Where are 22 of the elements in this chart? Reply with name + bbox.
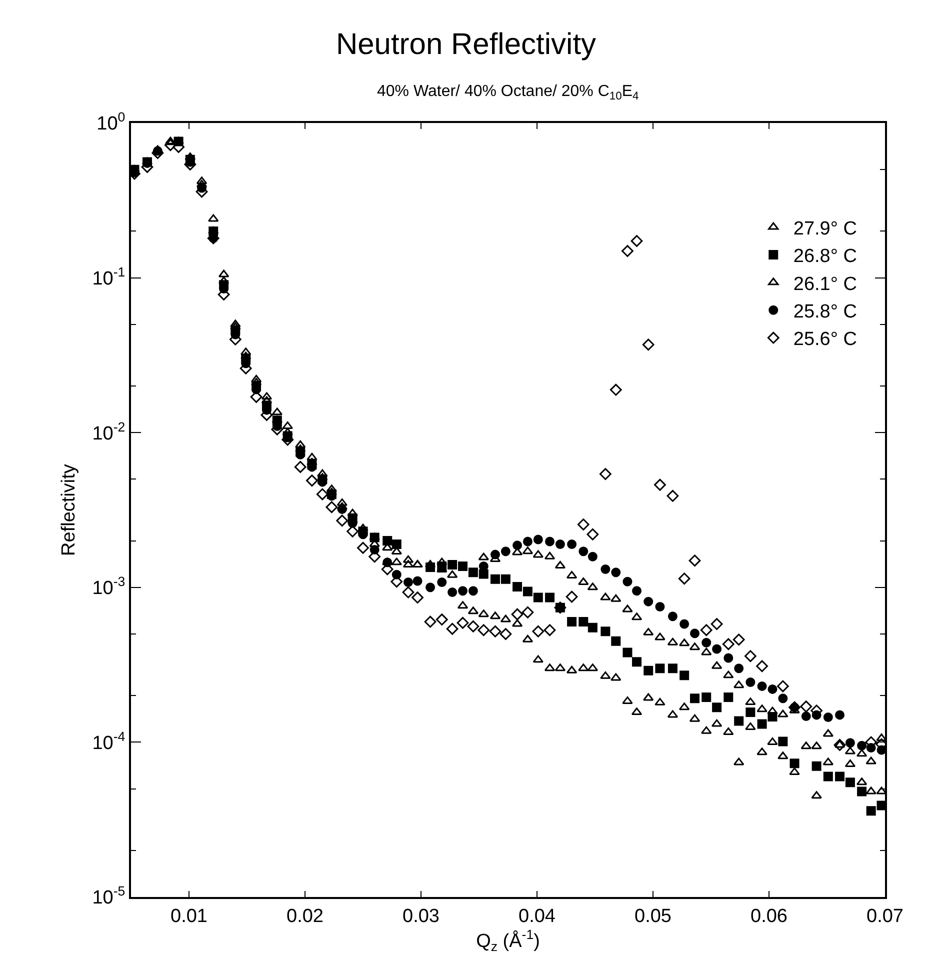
- x-tick-label: 0.02: [286, 906, 324, 927]
- x-axis-title: Q$_{z}$ (Å$^{-1}$): [476, 926, 540, 954]
- y-tick-label: 10$^{-4}$: [92, 728, 126, 754]
- y-tick-label: 10$^{-2}$: [92, 419, 126, 444]
- y-tick-label: 10$^{0}$: [96, 110, 126, 135]
- x-tick-label: 0.04: [518, 906, 556, 927]
- y-axis-title: Reflectivity: [58, 464, 80, 556]
- x-tick-label: 0.05: [634, 906, 672, 927]
- legend-label: 26.8° C: [793, 246, 857, 268]
- y-tick-label: 10$^{-5}$: [92, 884, 126, 909]
- legend-label: 26.1° C: [793, 274, 857, 295]
- x-tick-label: 0.06: [750, 906, 788, 927]
- chart-title: Neutron Reflectivity: [336, 28, 596, 62]
- y-tick-label: 10$^{-1}$: [92, 264, 126, 290]
- x-tick-label: 0.07: [866, 906, 904, 927]
- x-tick-label: 0.01: [170, 906, 208, 927]
- chart-subtitle: 40% Water/ 40% Octane/ 20% C$_{10}$E$_{4}$: [377, 83, 639, 102]
- x-tick-label: 0.03: [402, 906, 440, 927]
- legend-label: 25.6° C: [793, 329, 857, 350]
- legend-label: 27.9° C: [793, 218, 857, 240]
- y-tick-label: 10$^{-3}$: [92, 574, 126, 600]
- legend-label: 25.8° C: [793, 302, 857, 322]
